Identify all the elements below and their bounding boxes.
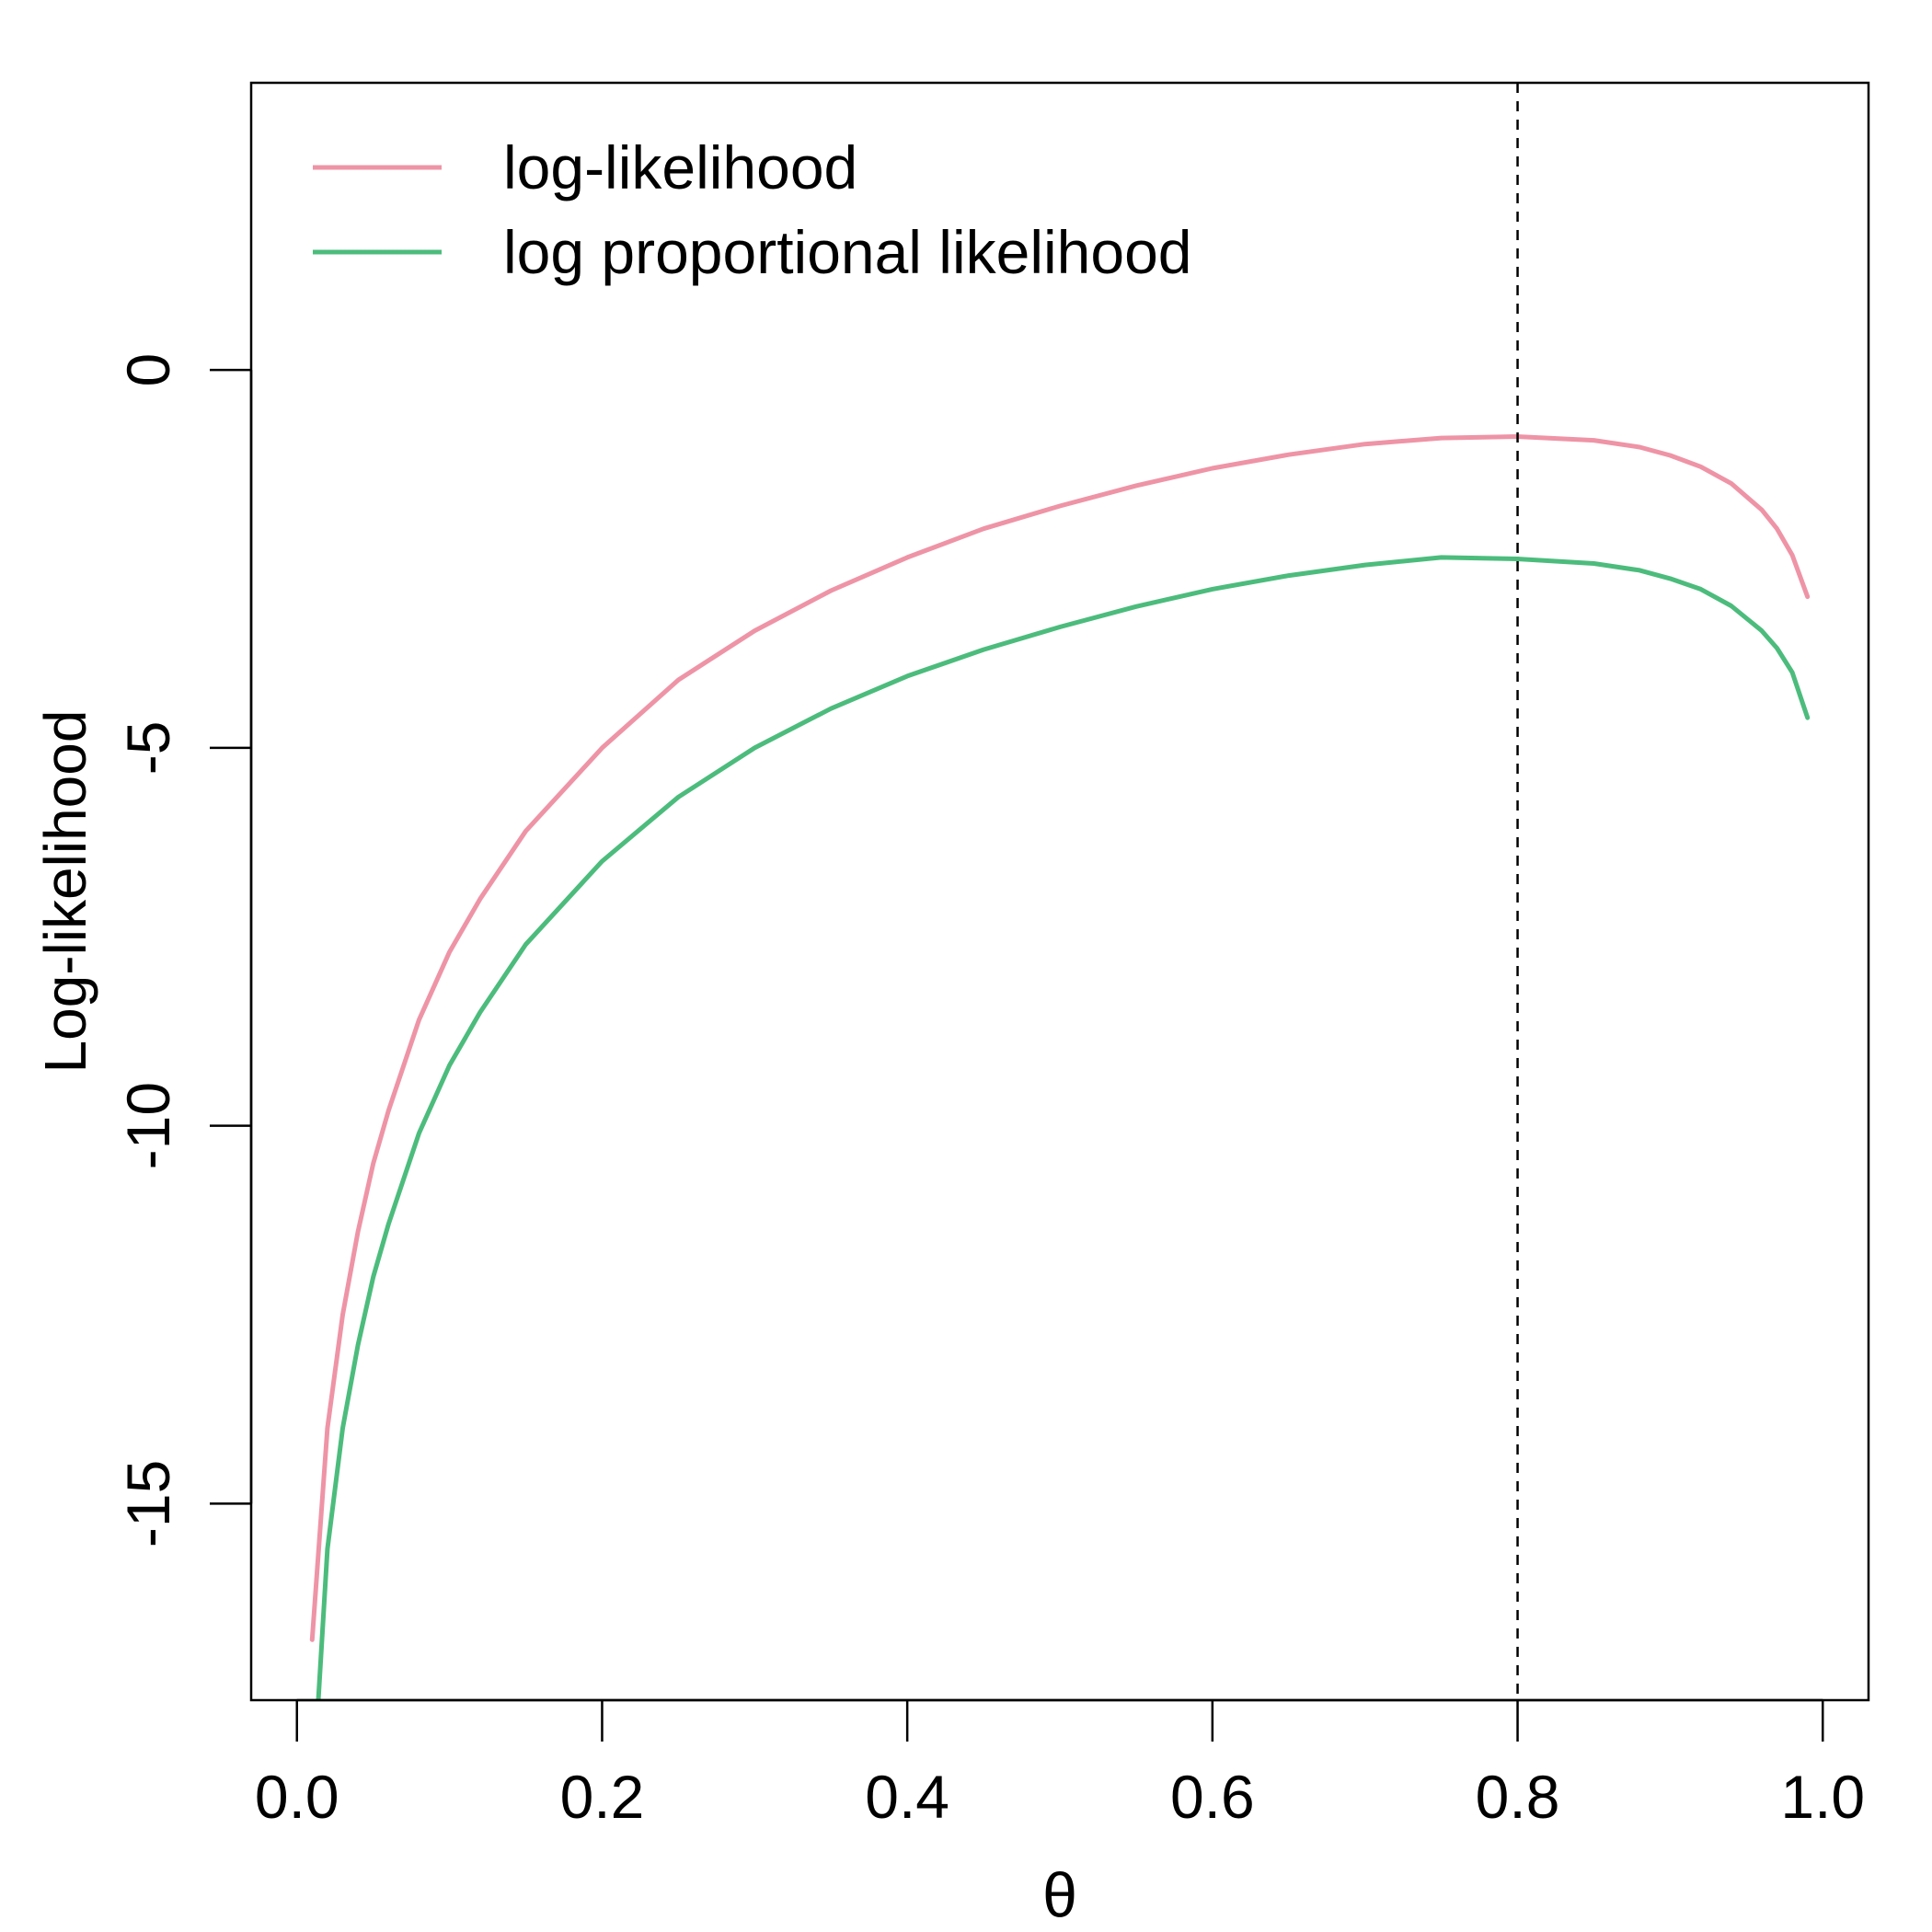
y-tick-label: -15 bbox=[114, 1460, 182, 1547]
y-tick-label: -5 bbox=[114, 721, 182, 776]
legend: log-likelihood log proportional likelihoo… bbox=[313, 133, 1192, 286]
x-tick-label: 1.0 bbox=[1780, 1763, 1865, 1831]
series-lines bbox=[309, 434, 1811, 1700]
x-tick-label: 0.8 bbox=[1476, 1763, 1560, 1831]
legend-label-1: log-likelihood bbox=[503, 133, 857, 201]
x-tick-label: 0.4 bbox=[865, 1763, 949, 1831]
series-line-1 bbox=[309, 434, 1811, 1642]
legend-label-2: log proportional likelihood bbox=[503, 218, 1192, 286]
y-tick-label: 0 bbox=[114, 353, 182, 387]
x-axis: 0.0 0.2 0.4 0.6 0.8 1.0 bbox=[255, 1698, 1865, 1831]
y-tick-label: -10 bbox=[114, 1082, 182, 1169]
x-tick-label: 0.2 bbox=[560, 1763, 645, 1831]
y-axis-label: Log-likelihood bbox=[32, 710, 98, 1074]
x-tick-label: 0.0 bbox=[255, 1763, 339, 1831]
x-tick-label: 0.6 bbox=[1170, 1763, 1255, 1831]
x-axis-label: θ bbox=[1042, 1860, 1077, 1930]
y-axis: 0 -5 -10 -15 bbox=[114, 353, 253, 1547]
series-line-2 bbox=[316, 555, 1811, 1700]
